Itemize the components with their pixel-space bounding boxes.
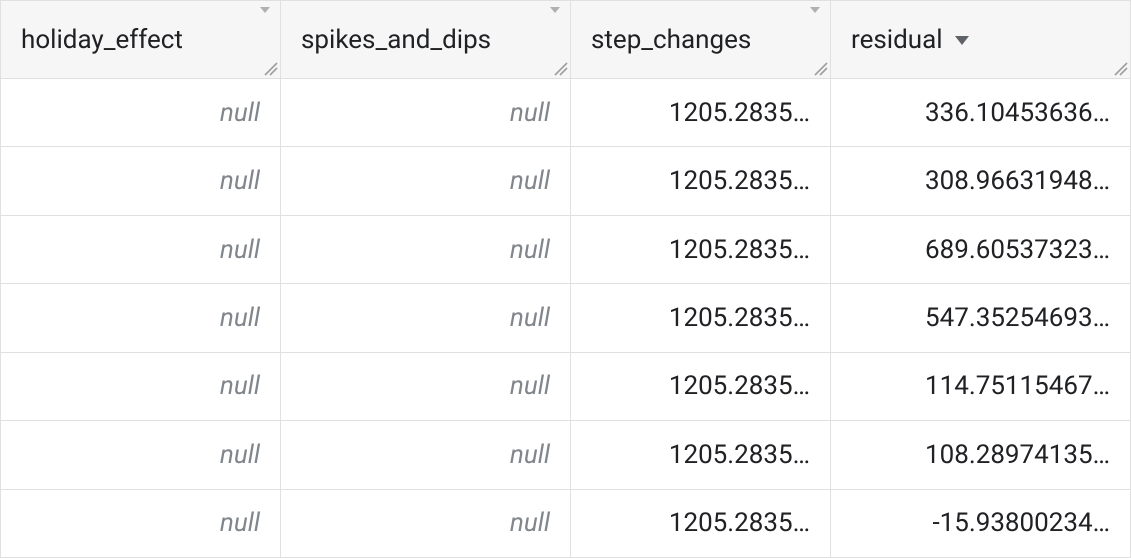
null-value: null [220, 371, 260, 401]
table-cell-holiday_effect: null [1, 352, 281, 420]
column-resize-handle[interactable] [262, 60, 278, 76]
null-value: null [220, 166, 260, 196]
table-cell-step_changes: 1205.2835… [571, 215, 831, 283]
column-menu-icon[interactable] [260, 7, 270, 13]
column-header-step-changes[interactable]: step_changes [571, 1, 831, 79]
table-cell-spikes_and_dips: null [281, 489, 571, 557]
column-menu-icon[interactable] [810, 7, 820, 13]
table-cell-holiday_effect: null [1, 421, 281, 489]
column-resize-handle[interactable] [552, 60, 568, 76]
null-value: null [220, 98, 260, 128]
column-header-residual[interactable]: residual [831, 1, 1131, 79]
null-value: null [220, 235, 260, 265]
table-cell-holiday_effect: null [1, 489, 281, 557]
null-value: null [510, 235, 550, 265]
table-cell-step_changes: 1205.2835… [571, 421, 831, 489]
table-cell-residual: 108.28974135… [831, 421, 1131, 489]
table-row[interactable]: null null 1205.2835…336.10453636… [1, 79, 1131, 147]
column-header-label: holiday_effect [21, 25, 183, 55]
column-header-label: spikes_and_dips [301, 25, 491, 55]
null-value: null [220, 303, 260, 333]
null-value: null [510, 98, 550, 128]
table-cell-step_changes: 1205.2835… [571, 352, 831, 420]
table-cell-step_changes: 1205.2835… [571, 489, 831, 557]
table-cell-residual: 547.35254693… [831, 284, 1131, 352]
null-value: null [510, 303, 550, 333]
data-table: holiday_effect spikes_and_dips [0, 0, 1131, 558]
null-value: null [510, 440, 550, 470]
table-cell-holiday_effect: null [1, 215, 281, 283]
table-row[interactable]: null null 1205.2835…547.35254693… [1, 284, 1131, 352]
table-cell-spikes_and_dips: null [281, 147, 571, 215]
null-value: null [510, 371, 550, 401]
column-resize-handle[interactable] [1112, 60, 1128, 76]
table-cell-holiday_effect: null [1, 79, 281, 147]
table-body: nullnull1205.2835…336.10453636…nullnull1… [1, 79, 1131, 558]
table-cell-holiday_effect: null [1, 147, 281, 215]
table-cell-step_changes: 1205.2835… [571, 284, 831, 352]
table-cell-step_changes: 1205.2835… [571, 79, 831, 147]
column-header-holiday-effect[interactable]: holiday_effect [1, 1, 281, 79]
table-row[interactable]: null null 1205.2835…-15.93800234… [1, 489, 1131, 557]
column-resize-handle[interactable] [812, 60, 828, 76]
table-cell-residual: 336.10453636… [831, 79, 1131, 147]
table-cell-spikes_and_dips: null [281, 421, 571, 489]
column-header-spikes-and-dips[interactable]: spikes_and_dips [281, 1, 571, 79]
table-cell-spikes_and_dips: null [281, 284, 571, 352]
table-header-row: holiday_effect spikes_and_dips [1, 1, 1131, 79]
table-cell-spikes_and_dips: null [281, 79, 571, 147]
null-value: null [510, 166, 550, 196]
table-cell-residual: 689.60537323… [831, 215, 1131, 283]
column-header-label: step_changes [591, 25, 751, 55]
table-cell-spikes_and_dips: null [281, 352, 571, 420]
table-header: holiday_effect spikes_and_dips [1, 1, 1131, 79]
table-row[interactable]: null null 1205.2835…108.28974135… [1, 421, 1131, 489]
table-cell-spikes_and_dips: null [281, 215, 571, 283]
null-value: null [220, 508, 260, 538]
table-cell-step_changes: 1205.2835… [571, 147, 831, 215]
table-cell-residual: -15.93800234… [831, 489, 1131, 557]
table-cell-residual: 114.75115467… [831, 352, 1131, 420]
table-row[interactable]: null null 1205.2835…114.75115467… [1, 352, 1131, 420]
null-value: null [510, 508, 550, 538]
table-cell-holiday_effect: null [1, 284, 281, 352]
sort-descending-icon[interactable] [953, 31, 971, 49]
column-menu-icon[interactable] [550, 7, 560, 13]
null-value: null [220, 440, 260, 470]
column-header-label: residual [851, 25, 943, 55]
table-row[interactable]: null null 1205.2835…308.96631948… [1, 147, 1131, 215]
table-row[interactable]: null null 1205.2835…689.60537323… [1, 215, 1131, 283]
table-cell-residual: 308.96631948… [831, 147, 1131, 215]
